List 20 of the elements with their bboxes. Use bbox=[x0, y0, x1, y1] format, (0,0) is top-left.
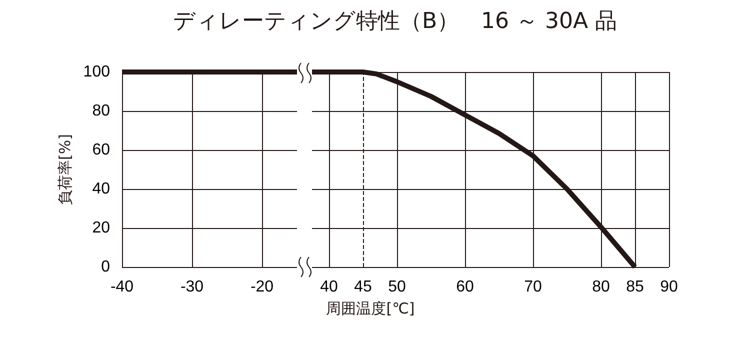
x-tick-label: 45 bbox=[354, 278, 372, 296]
y-tick-label: 80 bbox=[92, 102, 110, 120]
x-tick-label: 50 bbox=[388, 278, 406, 296]
y-tick-label: 20 bbox=[92, 220, 110, 236]
y-tick-label: 40 bbox=[92, 180, 110, 198]
x-tick-label: 60 bbox=[456, 278, 474, 296]
y-tick-label: 100 bbox=[83, 64, 110, 80]
x-tick-label: -20 bbox=[250, 278, 274, 296]
x-tick-label: -40 bbox=[110, 278, 134, 296]
x-tick-label: 70 bbox=[524, 278, 542, 296]
x-tick-label: 80 bbox=[592, 278, 610, 296]
x-tick-label: 90 bbox=[660, 278, 678, 296]
text: ディレーティング特性（B） 16 ～ 30A 品 bbox=[172, 8, 618, 36]
x-tick-label: 40 bbox=[320, 278, 338, 296]
x-axis-title: 周囲温度[℃] bbox=[326, 300, 415, 318]
x-tick-label: -30 bbox=[180, 278, 204, 296]
y-tick-label: 60 bbox=[92, 142, 110, 158]
y-axis-title: 負荷率[%] bbox=[56, 134, 74, 205]
x-tick-label: 85 bbox=[626, 278, 644, 296]
y-tick-label: 0 bbox=[101, 258, 110, 276]
